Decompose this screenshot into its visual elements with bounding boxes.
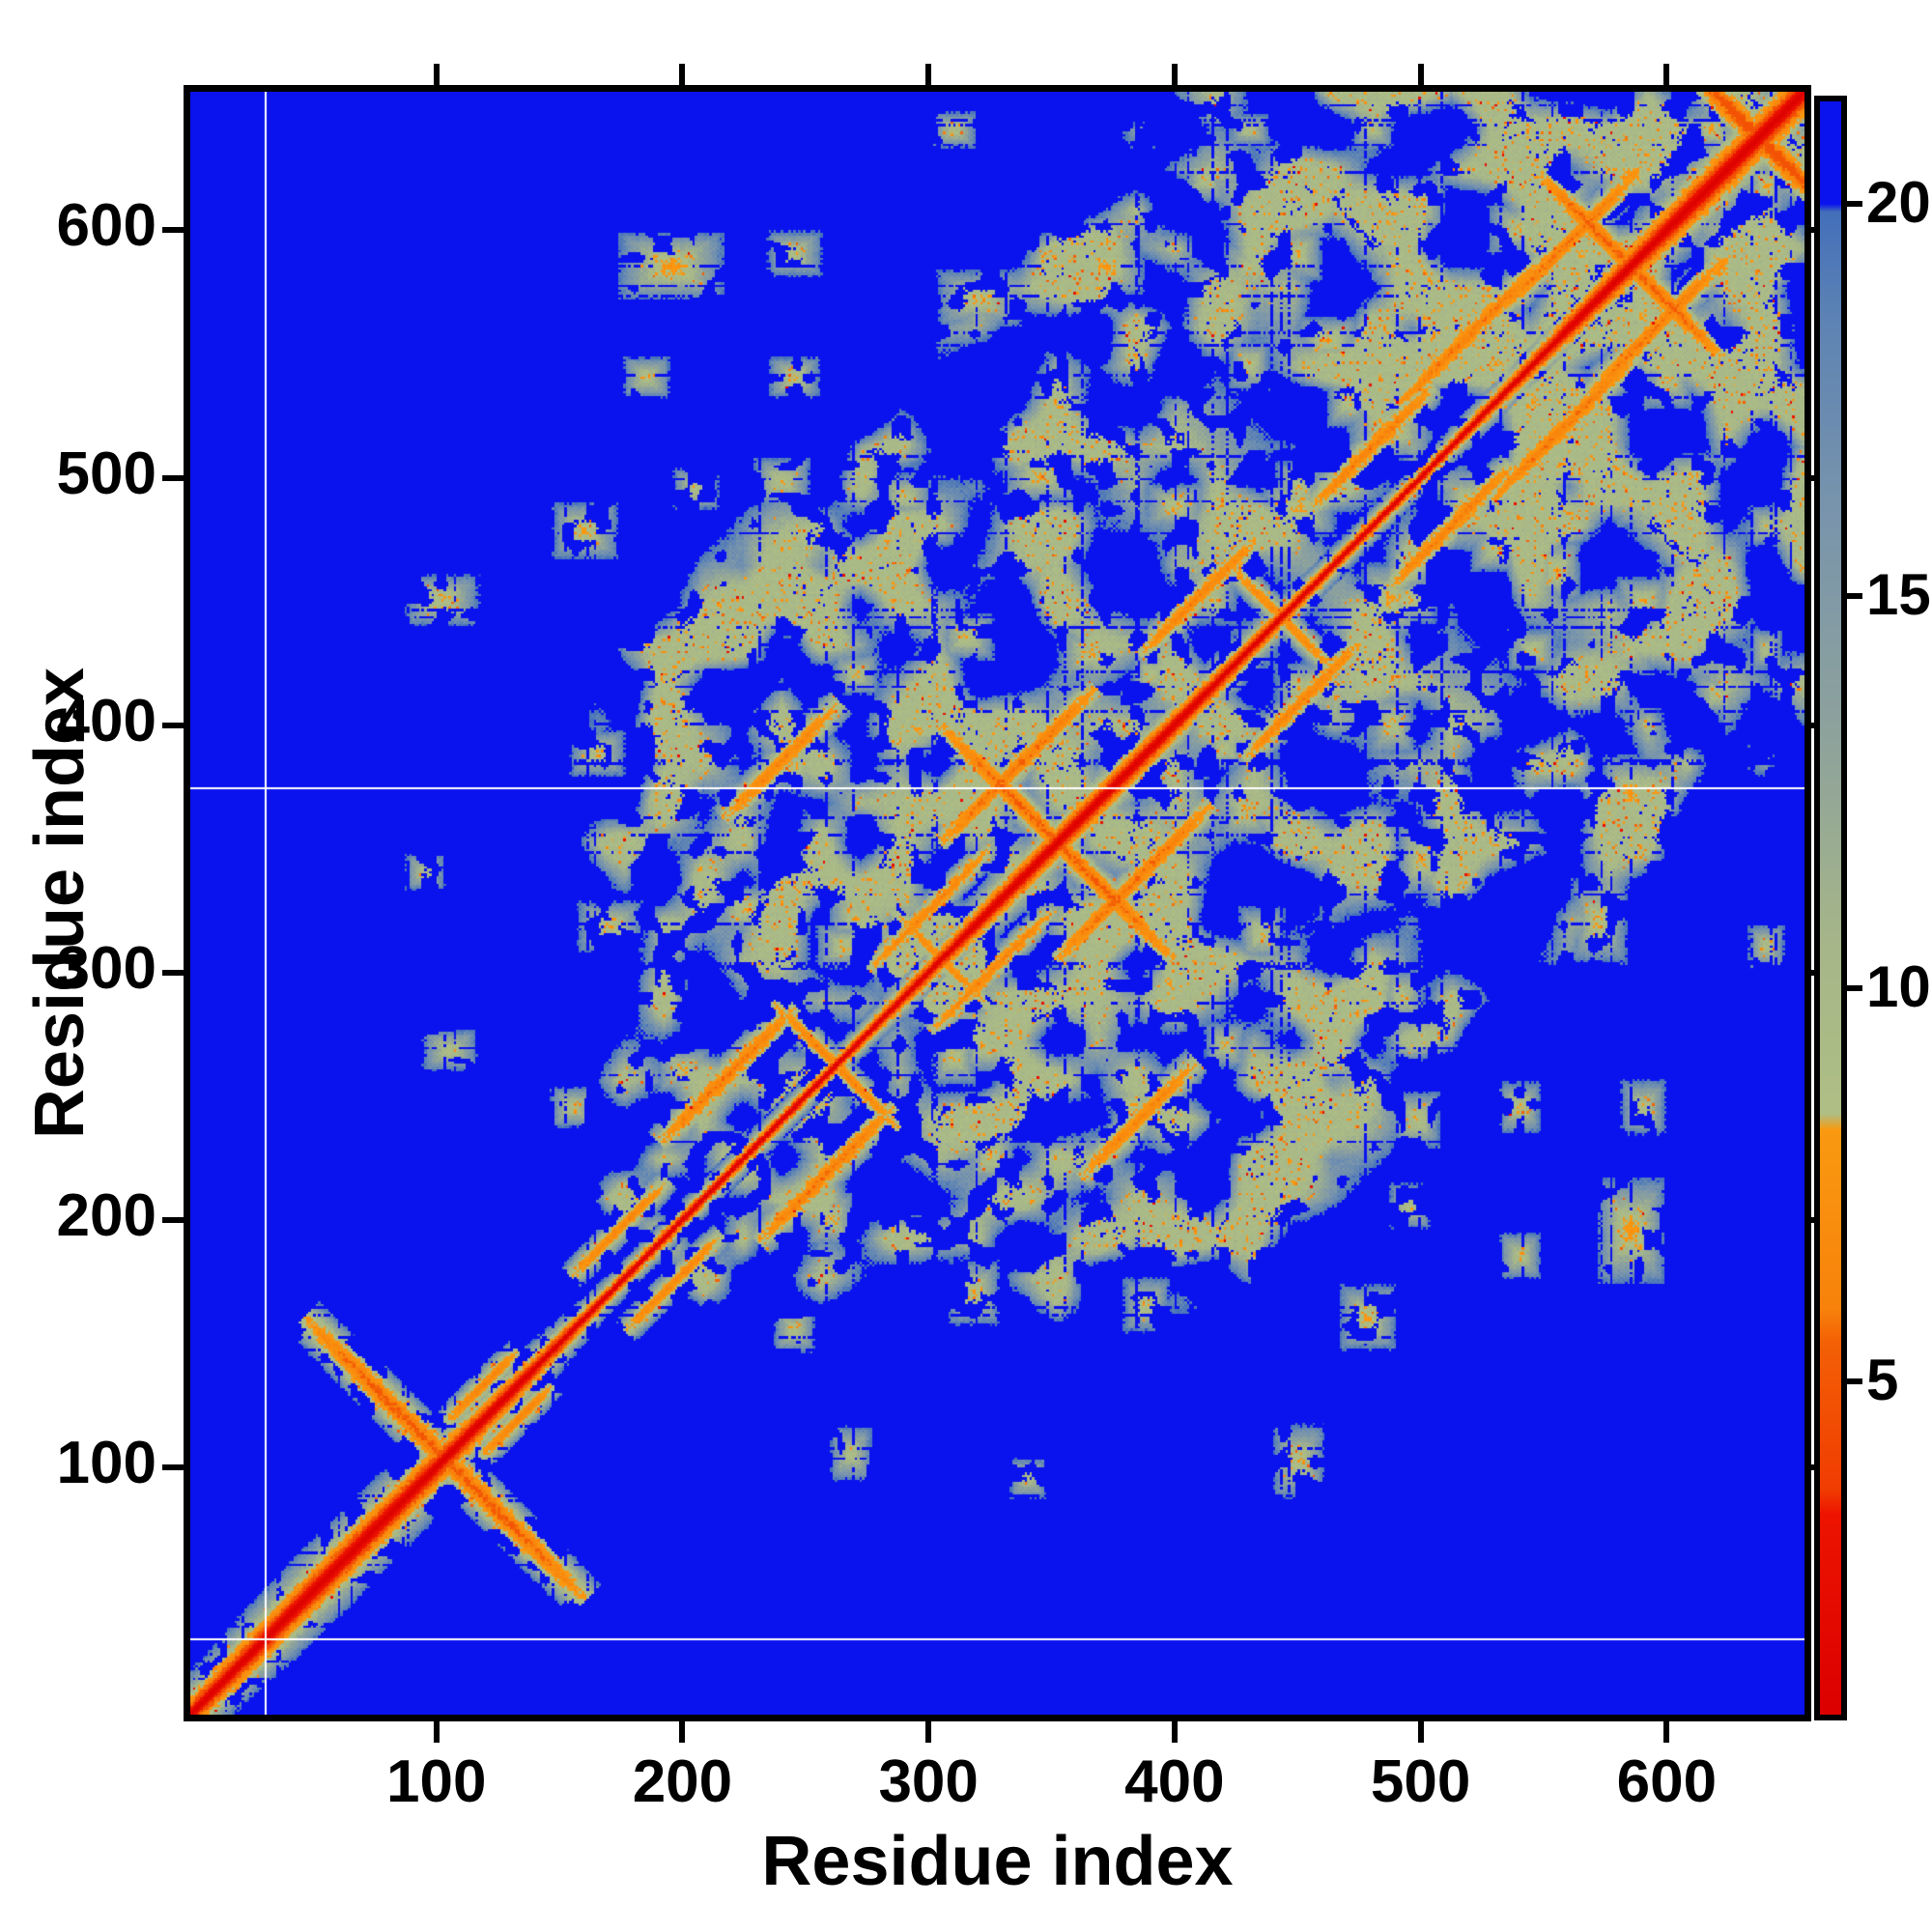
- colorbar-tick: [1847, 592, 1862, 599]
- x-axis-tick-label: 600: [1616, 1748, 1718, 1815]
- x-axis-tick: [1171, 1721, 1178, 1743]
- y-axis-tick: [162, 227, 184, 234]
- x-axis-top-tick: [1417, 64, 1424, 85]
- residue-distance-heatmap: [190, 92, 1804, 1715]
- y-axis-tick-label: 400: [56, 687, 156, 754]
- plot-area: [184, 85, 1811, 1721]
- x-axis-tick-label: 100: [385, 1748, 487, 1815]
- y-axis-label: Residue index: [21, 667, 99, 1140]
- colorbar-tick-label: 15: [1866, 561, 1931, 627]
- y-axis-tick: [162, 722, 184, 728]
- y-axis-tick: [162, 969, 184, 976]
- x-axis-tick: [679, 1721, 686, 1743]
- y-axis-tick-label: 100: [56, 1429, 156, 1496]
- y-axis-tick-label: 600: [56, 192, 156, 260]
- x-axis-top-tick: [679, 64, 686, 85]
- colorbar-tick: [1847, 1378, 1862, 1384]
- x-axis-top-tick: [1171, 64, 1178, 85]
- x-axis-top-tick: [1663, 64, 1670, 85]
- x-axis-tick: [925, 1721, 932, 1743]
- x-axis-tick-label: 500: [1370, 1748, 1471, 1815]
- y-axis-tick: [162, 1463, 184, 1470]
- y-axis-tick: [162, 474, 184, 481]
- colorbar-gradient: [1820, 101, 1841, 1715]
- colorbar-tick-label: 10: [1866, 954, 1931, 1020]
- y-axis-tick-label: 500: [56, 440, 156, 507]
- colorbar-tick: [1847, 985, 1862, 992]
- x-axis-label: Residue index: [761, 1823, 1234, 1900]
- y-axis-tick-label: 300: [56, 934, 156, 1002]
- x-axis-tick: [433, 1721, 440, 1743]
- colorbar-tick: [1847, 200, 1862, 207]
- x-axis-tick: [1417, 1721, 1424, 1743]
- y-axis-tick-label: 200: [56, 1181, 156, 1249]
- x-axis-tick-label: 200: [632, 1748, 733, 1815]
- colorbar: [1814, 96, 1847, 1720]
- x-axis-tick-label: 300: [878, 1748, 979, 1815]
- x-axis-tick-label: 400: [1124, 1748, 1225, 1815]
- colorbar-tick-label: 5: [1866, 1347, 1899, 1412]
- y-axis-tick: [162, 1216, 184, 1223]
- x-axis-top-tick: [925, 64, 932, 85]
- colorbar-tick-label: 20: [1866, 169, 1931, 235]
- x-axis-top-tick: [433, 64, 440, 85]
- x-axis-tick: [1663, 1721, 1670, 1743]
